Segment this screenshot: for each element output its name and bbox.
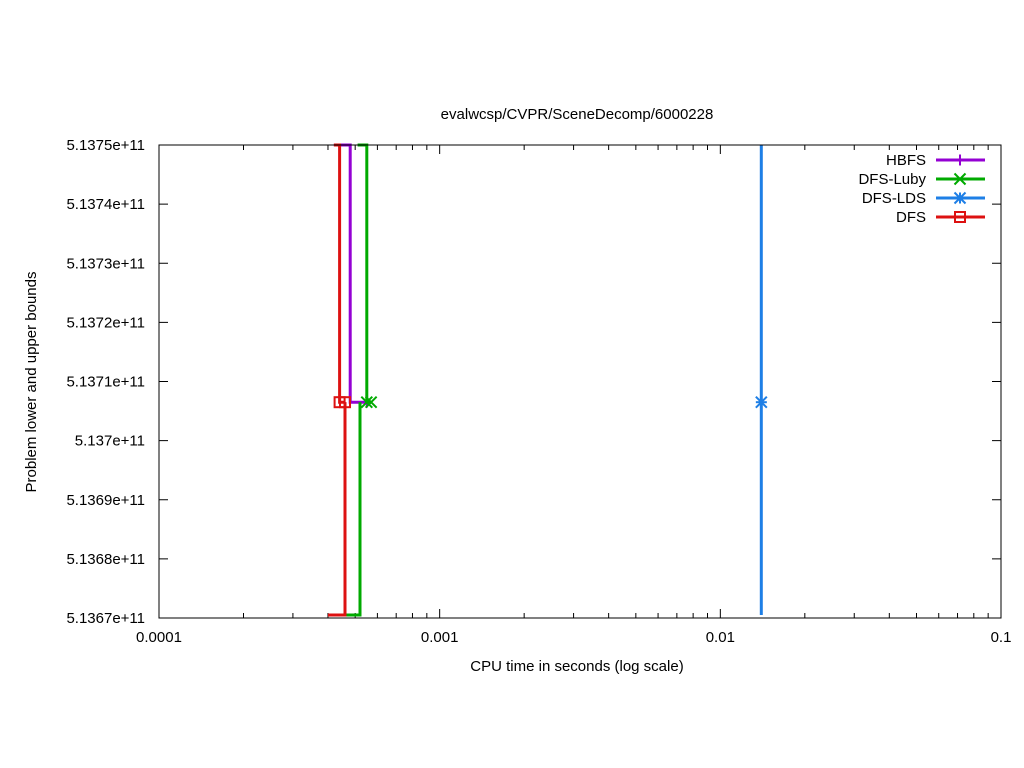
series-dfs [328, 143, 352, 617]
y-tick-label: 5.1371e+11 [66, 374, 145, 391]
x-tick-label: 0.01 [706, 629, 735, 646]
y-tick-label: 5.1367e+11 [66, 610, 145, 627]
legend-entry-dfs-lds: DFS-LDS [862, 190, 985, 207]
series-dfs-luby-marker [360, 395, 374, 409]
series-dfs-upper-bound-line [333, 143, 345, 404]
y-tick-label: 5.1368e+11 [66, 551, 145, 568]
chart-title: evalwcsp/CVPR/SceneDecomp/6000228 [441, 106, 714, 123]
legend-label-hbfs: HBFS [886, 152, 926, 169]
legend-entry-dfs: DFS [896, 209, 985, 226]
y-tick-label: 5.1369e+11 [66, 492, 145, 509]
series-dfs-lower-bound-line [328, 402, 347, 617]
legend-marker-dfs [954, 211, 966, 223]
x-tick-label: 0.0001 [136, 629, 182, 646]
legend: HBFS DFS-Luby DFS-LDS DFS [858, 152, 985, 226]
series-dfs-marker [339, 396, 352, 409]
plot-frame [158, 144, 1002, 619]
series-dfs-luby-marker [364, 395, 378, 409]
axis-ticks: 0.0001 0.001 0.01 0.1 5.1367e+11 5.1368e+11 5.… [66, 137, 1011, 646]
legend-marker-dfs-luby [953, 172, 967, 186]
legend-marker-hbfs [954, 154, 966, 166]
series-layer [328, 143, 768, 617]
y-tick-label: 5.1374e+11 [66, 196, 145, 213]
y-tick-label: 5.1375e+11 [66, 137, 145, 154]
legend-entry-hbfs: HBFS [886, 152, 985, 169]
legend-label-dfs: DFS [896, 209, 926, 226]
series-dfs-lds-marker [755, 395, 768, 409]
series-dfs-luby-upper-bound-line [357, 143, 372, 404]
legend-marker-dfs-lds [953, 191, 967, 205]
legend-entry-dfs-luby: DFS-Luby [858, 171, 985, 188]
y-tick-label: 5.1372e+11 [66, 314, 145, 331]
x-axis-label: CPU time in seconds (log scale) [470, 658, 683, 675]
series-dfs-lds [755, 145, 768, 615]
legend-label-dfs-luby: DFS-Luby [858, 171, 926, 188]
y-axis-label: Problem lower and upper bounds [23, 272, 40, 493]
x-tick-label: 0.001 [421, 629, 459, 646]
y-tick-label: 5.137e+11 [75, 433, 145, 450]
x-tick-label: 0.1 [991, 629, 1012, 646]
y-tick-label: 5.1373e+11 [66, 255, 145, 272]
legend-label-dfs-lds: DFS-LDS [862, 190, 926, 207]
series-dfs-luby-lower-bound-line [345, 402, 362, 617]
